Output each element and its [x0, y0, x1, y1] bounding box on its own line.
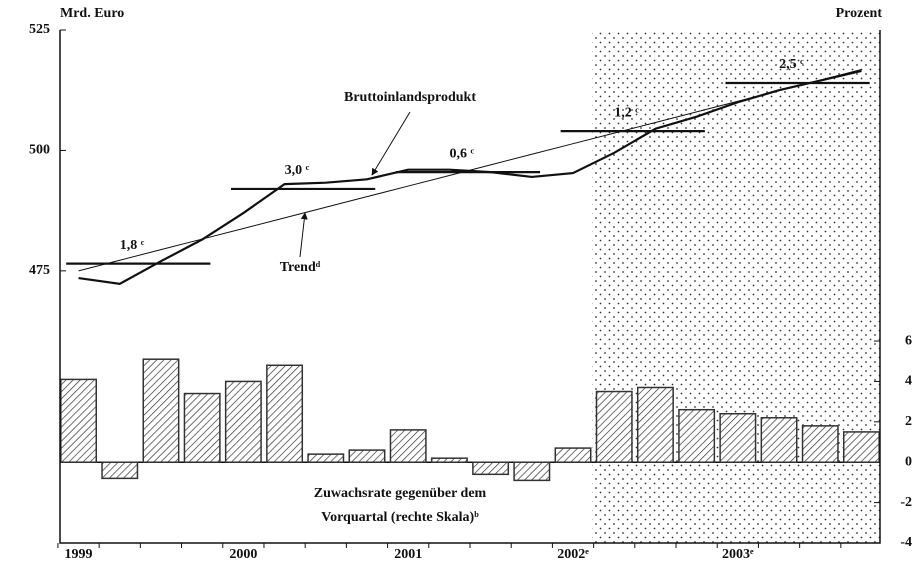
line-label: Trendᵈ	[280, 260, 321, 275]
line-label: Bruttoinlandsprodukt	[344, 90, 476, 105]
bar	[842, 431, 880, 463]
bar	[513, 461, 551, 482]
y-axis-label: Mrd. Euro	[60, 6, 124, 21]
axes-frame	[59, 30, 881, 544]
bar	[266, 364, 304, 463]
bar-note: Vorquartal (rechte Skala)ᵇ	[321, 510, 479, 525]
growth-label: 3,0 ᶜ	[285, 163, 310, 178]
bar	[60, 378, 98, 463]
y-tick-label: 525	[29, 22, 50, 37]
plot: 475 500 525 -4 -2 0 2 4 6 1999 2000 2001 2002ᵉ 2003ᵉ 1…	[29, 22, 912, 562]
bar	[389, 429, 427, 463]
line	[78, 69, 862, 285]
growth-label: 2,5 ᶜ	[779, 57, 804, 72]
y2-tick-label: 0	[905, 454, 912, 469]
y2-tick-label: 6	[905, 333, 912, 348]
bar	[472, 461, 510, 476]
x-tick-label: 2002ᵉ	[557, 547, 589, 560]
y2-tick-label: 4	[905, 374, 912, 389]
x-tick-label: 1999	[65, 547, 93, 560]
bar	[719, 412, 757, 463]
growth-label: 0,6 ᶜ	[449, 146, 474, 161]
x-tick-label: 2001	[394, 547, 422, 560]
bar	[348, 449, 386, 463]
bar	[554, 447, 592, 463]
x-tick-label: 2003ᵉ	[722, 547, 754, 560]
bar	[142, 358, 180, 463]
bar	[678, 408, 716, 463]
bar	[595, 390, 633, 463]
y2-tick-label: -2	[900, 495, 912, 510]
x-tick-label: 2000	[229, 547, 257, 560]
growth-label: 1,2 ᶜ	[614, 105, 639, 120]
bar	[636, 386, 674, 463]
bar-note: Zuwachsrate gegenüber dem	[314, 486, 487, 501]
bar	[307, 453, 345, 463]
bar	[801, 425, 839, 463]
y2-tick-label: -4	[900, 535, 912, 550]
arrow	[371, 111, 411, 176]
bar	[101, 461, 139, 480]
growth-label: 1,8 ᶜ	[120, 238, 145, 253]
bar	[430, 457, 468, 463]
bar	[760, 417, 798, 463]
y-tick-label: 500	[29, 143, 50, 158]
bar	[224, 380, 262, 463]
bar	[183, 392, 221, 463]
y-tick-label: 475	[29, 263, 50, 278]
y2-tick-label: 2	[905, 414, 912, 429]
y2-axis-label: Prozent	[836, 6, 883, 21]
line	[78, 69, 862, 272]
arrow	[299, 212, 308, 258]
